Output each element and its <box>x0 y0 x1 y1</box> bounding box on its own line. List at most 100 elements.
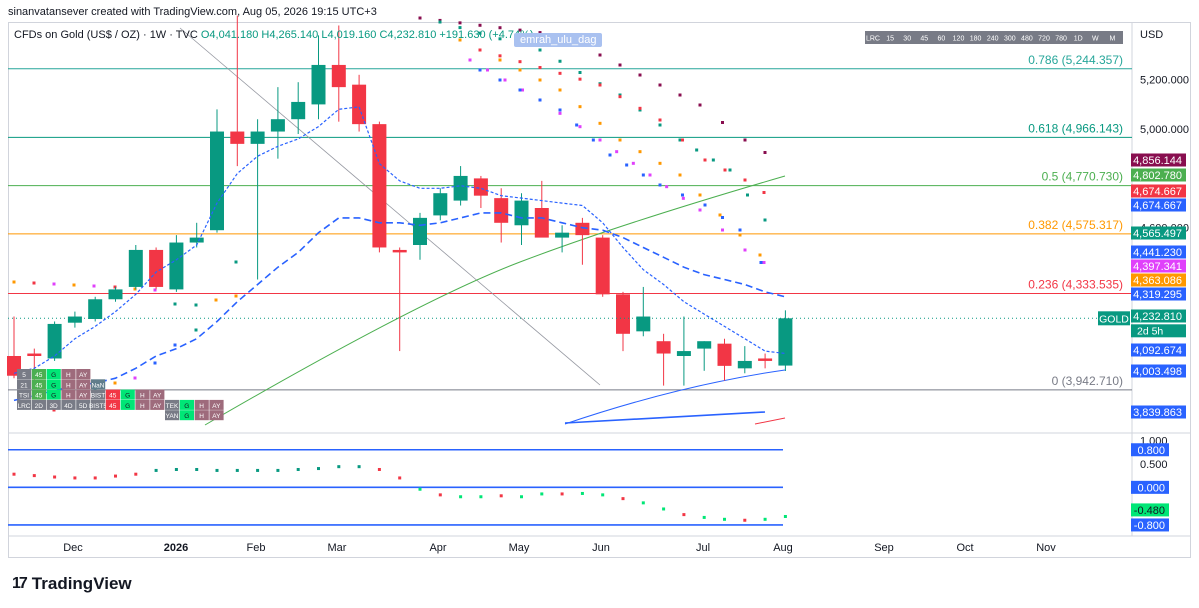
candle-body <box>189 237 204 243</box>
indicator-dot <box>538 78 542 82</box>
table-cell-label: 5D <box>79 403 88 410</box>
table-cell-label: 4D <box>64 403 73 410</box>
tradingview-logo-icon: 17 <box>12 575 28 592</box>
time-tick-label: Apr <box>429 542 446 554</box>
indicator-dot <box>681 196 685 200</box>
oscillator-level-label: 0.800 <box>1137 445 1165 457</box>
indicator-dot <box>92 284 96 288</box>
candle-body <box>453 175 468 201</box>
table-cell-label: G <box>184 403 189 410</box>
table-cell <box>17 389 32 400</box>
table-cell <box>135 389 150 400</box>
indicator-dot <box>113 381 117 385</box>
interval-button[interactable]: LRC <box>866 36 880 43</box>
ohlc-values: O4,041.180 H4,265.140 L4,019.160 C4,232.… <box>200 29 534 41</box>
candle-body <box>514 200 529 226</box>
indicator-dot <box>173 343 177 347</box>
interval-button[interactable]: 180 <box>970 36 982 43</box>
indicator-dot <box>658 118 662 122</box>
interval-button[interactable]: 15 <box>886 36 894 43</box>
oscillator-dot <box>499 494 503 498</box>
interval-button[interactable]: W <box>1092 36 1099 43</box>
interval-button[interactable]: 780 <box>1055 36 1067 43</box>
indicator-dot <box>746 193 749 197</box>
candle-body <box>758 358 773 361</box>
indicator-dot <box>758 253 762 257</box>
indicator-dot <box>618 138 622 142</box>
tradingview-logo: 17 TradingView <box>12 574 132 594</box>
price-tag <box>1131 168 1186 182</box>
interval-button[interactable]: M <box>1109 36 1115 43</box>
indicator-dot <box>558 71 562 75</box>
indicator-dot <box>578 125 582 129</box>
interval-button[interactable]: 30 <box>903 36 911 43</box>
interval-button[interactable]: 45 <box>920 36 928 43</box>
price-tag-label: 4,363.086 <box>1133 275 1182 287</box>
indicator-dot <box>762 191 766 194</box>
oscillator-dot <box>580 491 584 495</box>
chart-frame <box>8 22 1191 558</box>
price-tags: 4,856.144 4,802.780 4,674.667 4,674.667 4,56… <box>8 153 1186 419</box>
oscillator-dot <box>235 468 239 472</box>
table-cell-label: AY <box>212 413 221 420</box>
indicator-dot <box>558 59 562 63</box>
time-tick-label: Sep <box>874 542 894 554</box>
fib-labels: 0.786 (5,244.357) 0.618 (4,966.143) 0.5 (4… <box>1028 53 1123 388</box>
candle-body <box>575 222 590 236</box>
time-tick-label: Oct <box>956 542 973 554</box>
interval-bar: LRC 15 30 45 60 120 180 240 300 480 720 780 1D W M <box>865 31 1123 44</box>
interval-button[interactable]: 60 <box>938 36 946 43</box>
candle-body <box>595 237 610 295</box>
oscillator-current-tag <box>1131 503 1169 517</box>
indicator-dot <box>194 328 198 332</box>
interval-button[interactable]: 240 <box>987 36 999 43</box>
candle-body <box>250 131 265 144</box>
price-tag-label: 4,674.667 <box>1133 200 1182 212</box>
currency-label[interactable]: USD <box>1140 29 1164 41</box>
interval-button[interactable]: 720 <box>1038 36 1050 43</box>
oscillator-dot <box>763 517 767 521</box>
price-tag <box>1131 343 1186 357</box>
table-cell <box>31 389 46 400</box>
interval-button[interactable]: 120 <box>953 36 965 43</box>
interval-button[interactable]: 1D <box>1074 36 1083 43</box>
indicator-dot <box>234 294 238 298</box>
fib-label: 0.5 (4,770.730) <box>1042 170 1123 184</box>
table-cell <box>46 389 61 400</box>
oscillator-dot <box>256 468 260 472</box>
price-tag <box>1131 184 1186 198</box>
support-line <box>564 411 766 424</box>
indicator-dot <box>458 26 462 30</box>
indicator-dot <box>608 153 612 157</box>
indicator-dot <box>52 408 56 412</box>
indicator-dot <box>658 83 662 87</box>
table-cell-label: TSI <box>19 393 29 400</box>
interval-button[interactable]: 300 <box>1004 36 1016 43</box>
table-cell <box>46 399 61 410</box>
indicator-dot <box>518 88 522 92</box>
table-cell-label: H <box>66 382 71 389</box>
indicator-dot <box>703 203 707 207</box>
indicator-dot <box>133 287 137 291</box>
interval-button[interactable]: 480 <box>1021 36 1033 43</box>
table-cell <box>76 389 91 400</box>
table-cell-label: H <box>66 372 71 379</box>
candle-body <box>534 208 549 238</box>
table-cell-label: AY <box>79 382 88 389</box>
oscillator-dot <box>215 468 219 472</box>
table-cell <box>91 389 106 400</box>
table-cell <box>61 369 76 379</box>
table-cell <box>17 379 32 390</box>
ma-slow <box>13 212 786 402</box>
table-cell <box>31 369 46 379</box>
symbol-legend[interactable]: CFDs on Gold (US$ / OZ) · 1W · TVC O4,04… <box>14 29 534 41</box>
candle-body <box>555 232 570 238</box>
oscillator-dot <box>337 465 341 469</box>
candle-body <box>372 124 387 248</box>
indicator-dot <box>721 228 724 232</box>
fib-label: 0.786 (5,244.357) <box>1028 53 1123 67</box>
candle-body <box>149 249 164 287</box>
indicator-dot <box>538 31 542 35</box>
price-tag-label: 4,003.498 <box>1133 366 1182 378</box>
